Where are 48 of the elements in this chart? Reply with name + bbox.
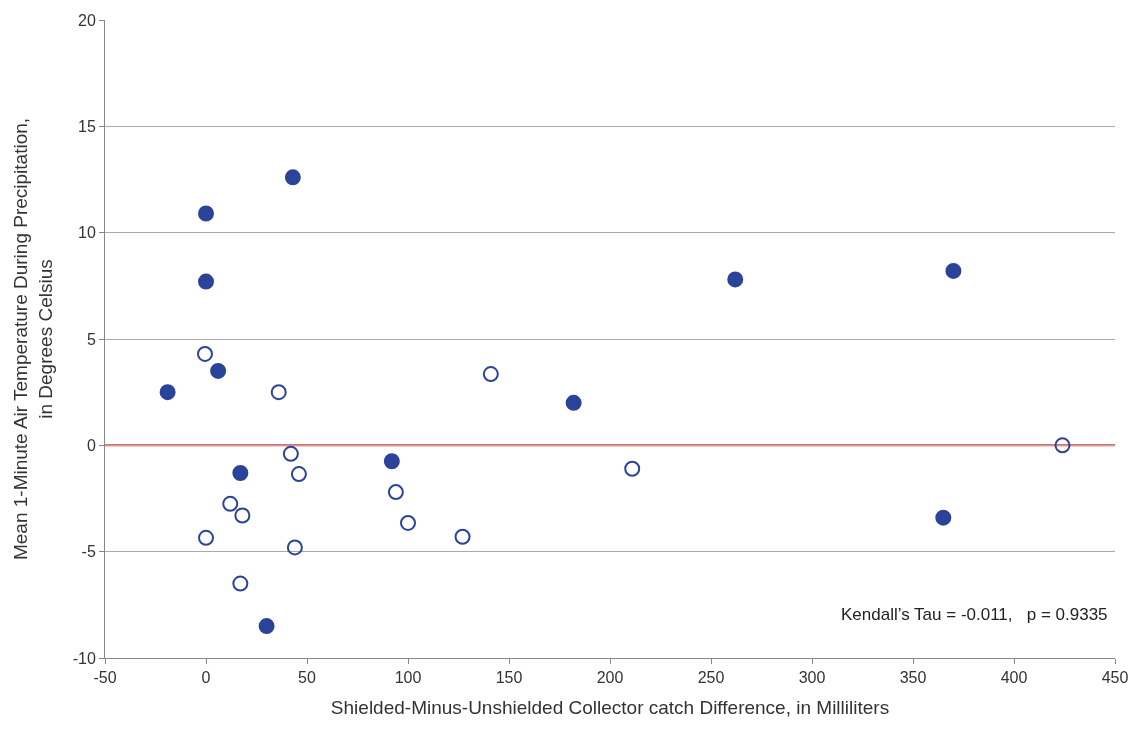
x-tick-label: 50 <box>298 669 316 687</box>
point <box>286 539 303 556</box>
y-tick-label: -5 <box>81 543 96 561</box>
point <box>222 495 239 512</box>
point <box>290 466 307 483</box>
x-tick-label: 100 <box>394 669 422 687</box>
x-tick-label: 250 <box>697 669 725 687</box>
point <box>400 514 416 531</box>
y-tick-label: 0 <box>86 436 96 454</box>
point <box>198 273 214 290</box>
point <box>258 618 275 635</box>
point <box>198 205 214 222</box>
y-axis-title: Mean 1-Minute Air Temperature During Precipitation, in Degrees Celsius <box>9 117 56 561</box>
y-tick-label: -10 <box>72 649 96 667</box>
point <box>270 384 287 401</box>
y-tick-label: 20 <box>78 11 96 29</box>
x-tick-label: 150 <box>495 669 523 687</box>
x-tick-label: 300 <box>798 669 826 687</box>
point <box>454 528 471 545</box>
point <box>482 366 499 383</box>
point <box>210 362 227 379</box>
point <box>1054 437 1071 454</box>
point <box>159 384 176 401</box>
point <box>624 460 641 477</box>
annotation: Kendall’s Tau = -0.011, p = 0.9335 <box>841 605 1108 624</box>
point <box>727 271 744 288</box>
point <box>935 509 952 526</box>
y-tick-label: 5 <box>86 330 96 348</box>
point <box>198 529 214 546</box>
point <box>565 394 582 411</box>
point <box>945 262 962 279</box>
point <box>232 575 249 592</box>
x-axis-title: Shielded-Minus-Unshielded Collector catch Difference, in Milliliters <box>330 697 890 718</box>
y-tick-label: 10 <box>78 224 96 242</box>
x-tick-label: -50 <box>93 669 117 687</box>
point <box>197 345 213 362</box>
x-tick-label: 0 <box>201 669 211 687</box>
x-tick-label: 200 <box>596 669 624 687</box>
x-tick-label: 400 <box>1000 669 1028 687</box>
point <box>387 484 404 501</box>
point <box>232 464 249 481</box>
x-tick-label: 450 <box>1101 669 1129 687</box>
y-tick-label: 15 <box>78 117 96 135</box>
x-tick-label: 350 <box>899 669 927 687</box>
point <box>234 507 251 524</box>
point <box>383 453 400 470</box>
point <box>282 445 299 462</box>
point <box>284 169 301 186</box>
